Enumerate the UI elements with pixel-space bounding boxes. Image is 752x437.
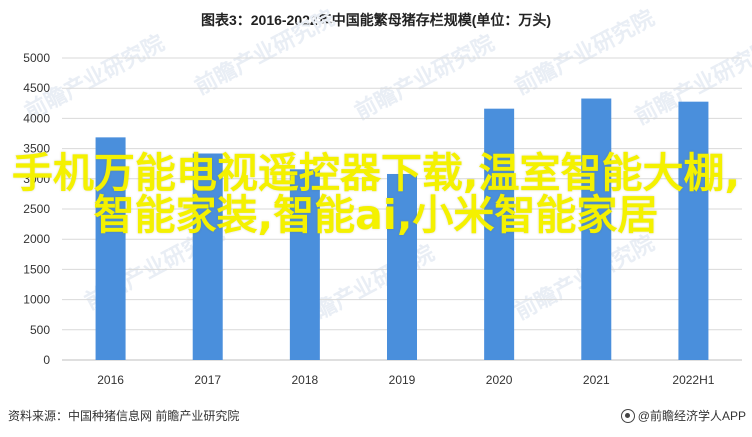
x-tick-label: 2020 [486, 373, 513, 387]
y-tick-label: 1500 [23, 262, 50, 276]
y-tick-label: 3500 [23, 142, 50, 156]
footer: 资料来源：中国种猪信息网 前瞻产业研究院 @前瞻经济学人APP [0, 404, 752, 428]
brand-credit[interactable]: @前瞻经济学人APP [620, 407, 746, 424]
brand-label: @前瞻经济学人APP [637, 409, 746, 423]
watermark-text: 前瞻产业研究院 [351, 30, 499, 124]
y-tick-label: 2500 [23, 202, 50, 216]
y-tick-label: 0 [43, 353, 50, 367]
bar-2020 [484, 108, 515, 360]
bar-2022H1 [678, 101, 709, 361]
y-tick-label: 2000 [23, 232, 50, 246]
brand-logo-icon [620, 408, 635, 423]
chart-title: 图表3：2016-2022年中国能繁母猪存栏规模(单位：万头) [200, 12, 552, 28]
x-tick-label: 2019 [389, 373, 416, 387]
y-axis-ticks: 0 500 1000 1500 2000 2500 3000 3500 4000 4500 5000 [23, 51, 50, 367]
bar-2021 [581, 98, 612, 361]
y-tick-label: 1000 [23, 293, 50, 307]
y-tick-label: 3000 [23, 172, 50, 186]
x-tick-label: 2017 [194, 373, 221, 387]
x-tick-label: 2021 [583, 373, 610, 387]
bar-2018 [289, 169, 320, 360]
x-tick-label: 2018 [292, 373, 319, 387]
x-tick-label: 2016 [97, 373, 124, 387]
watermark-text: 前瞻产业研究院 [191, 5, 339, 99]
y-tick-label: 500 [30, 323, 50, 337]
bars [95, 98, 709, 361]
x-axis-ticks: 2016 2017 2018 2019 2020 2021 2022H1 [97, 373, 715, 387]
y-tick-label: 4000 [23, 111, 50, 125]
source-note: 资料来源：中国种猪信息网 前瞻产业研究院 [8, 409, 240, 423]
watermark-text: 前瞻产业研究院 [21, 30, 169, 124]
bar-2016 [95, 137, 126, 360]
x-tick-label: 2022H1 [672, 373, 714, 387]
y-tick-label: 4500 [23, 81, 50, 95]
bar-2019 [387, 173, 417, 360]
y-tick-label: 5000 [23, 51, 50, 65]
watermark-text: 前瞻产业研究院 [511, 5, 659, 99]
overlay-banner-text: 手机万能电视遥控器下载,温室智能大棚,智能家装,智能ai,小米智能家居 [11, 149, 741, 239]
bar-2017 [192, 153, 223, 360]
